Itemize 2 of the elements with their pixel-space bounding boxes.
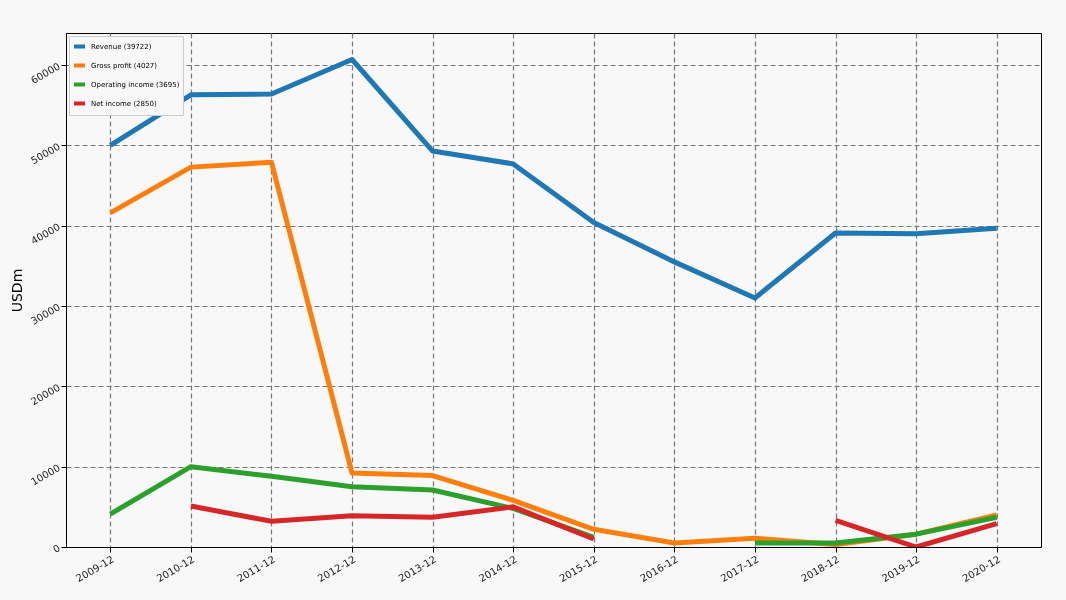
y-axis-title: USDm bbox=[9, 268, 26, 313]
y-tick-label: 0 bbox=[50, 542, 62, 556]
